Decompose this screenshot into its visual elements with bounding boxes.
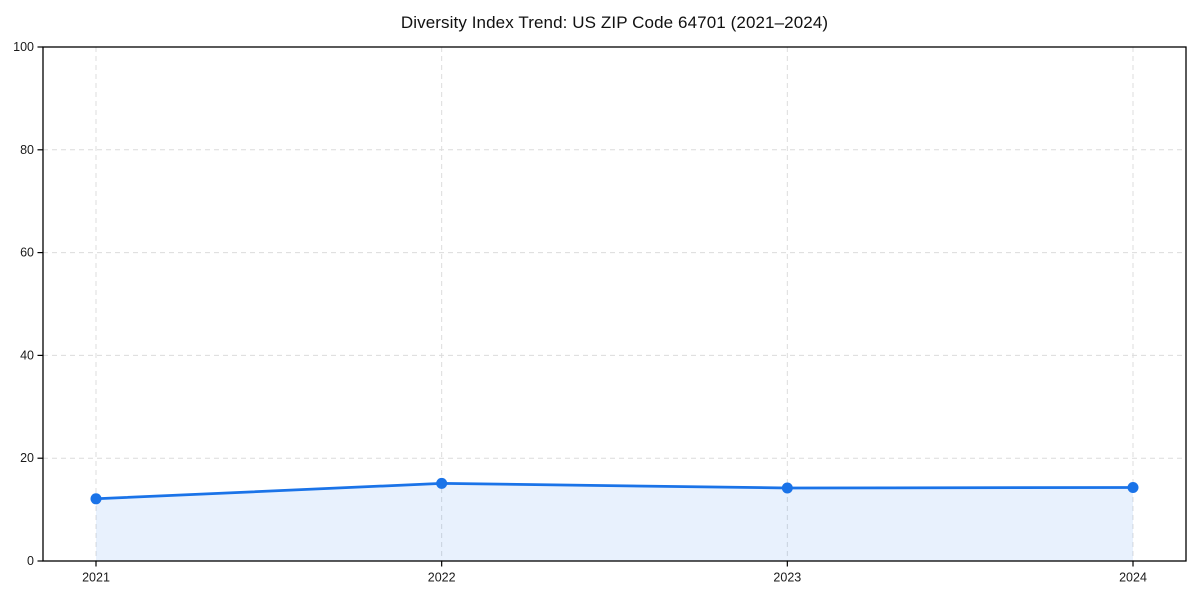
y-tick-label: 40: [20, 348, 34, 362]
y-tick-label: 100: [13, 40, 34, 54]
data-point-2023: [781, 482, 793, 494]
x-tick-label: 2024: [1119, 571, 1147, 585]
chart-title: Diversity Index Trend: US ZIP Code 64701…: [400, 13, 829, 32]
x-tick-label: 2021: [82, 571, 110, 585]
y-tick-label: 80: [20, 143, 34, 157]
y-tick-label: 60: [20, 246, 34, 260]
x-tick-label: 2023: [773, 571, 801, 585]
data-point-2024: [1127, 481, 1139, 493]
plot-border: [42, 46, 1187, 562]
x-tick-label: 2022: [428, 571, 456, 585]
y-tick-label: 0: [27, 554, 34, 568]
y-tick-label: 20: [20, 451, 34, 465]
trend-line: [94, 482, 1135, 501]
data-point-2021: [90, 493, 102, 505]
area-fill: [96, 483, 1133, 561]
data-point-2022: [436, 477, 448, 489]
